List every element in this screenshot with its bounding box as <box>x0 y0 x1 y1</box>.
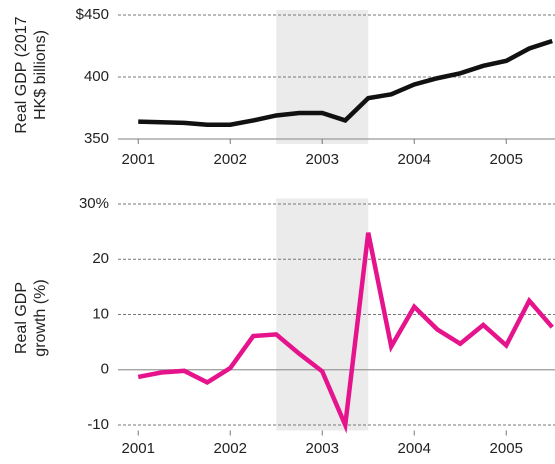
x-tick-label: 2001 <box>122 151 155 168</box>
x-tick-label: 2003 <box>306 440 339 457</box>
y-tick-label: 20 <box>92 250 109 267</box>
y-axis-title: Real GDP (2017 HK$ billions) <box>13 16 49 134</box>
x-tick-label: 2003 <box>306 151 339 168</box>
y-tick-label: -10 <box>87 416 109 433</box>
x-tick-label: 2005 <box>490 440 523 457</box>
x-tick-label: 2005 <box>490 151 523 168</box>
y-axis-title: Real GDP growth (%) <box>13 279 49 357</box>
x-tick-label: 2002 <box>214 440 247 457</box>
x-tick-label: 2001 <box>122 440 155 457</box>
data-line <box>137 232 554 434</box>
shaded-period <box>276 198 369 431</box>
y-tick-label: 0 <box>101 361 109 378</box>
x-tick-label: 2004 <box>398 440 431 457</box>
x-tick-label: 2004 <box>398 151 431 168</box>
y-tick-label: 350 <box>84 130 109 147</box>
y-tick-label: 30% <box>79 195 109 212</box>
y-tick-label: 400 <box>84 68 109 85</box>
y-tick-label: $450 <box>76 6 109 23</box>
y-tick-label: 10 <box>92 305 109 322</box>
x-tick-label: 2002 <box>214 151 247 168</box>
shaded-period <box>276 10 369 144</box>
data-line <box>138 38 553 128</box>
